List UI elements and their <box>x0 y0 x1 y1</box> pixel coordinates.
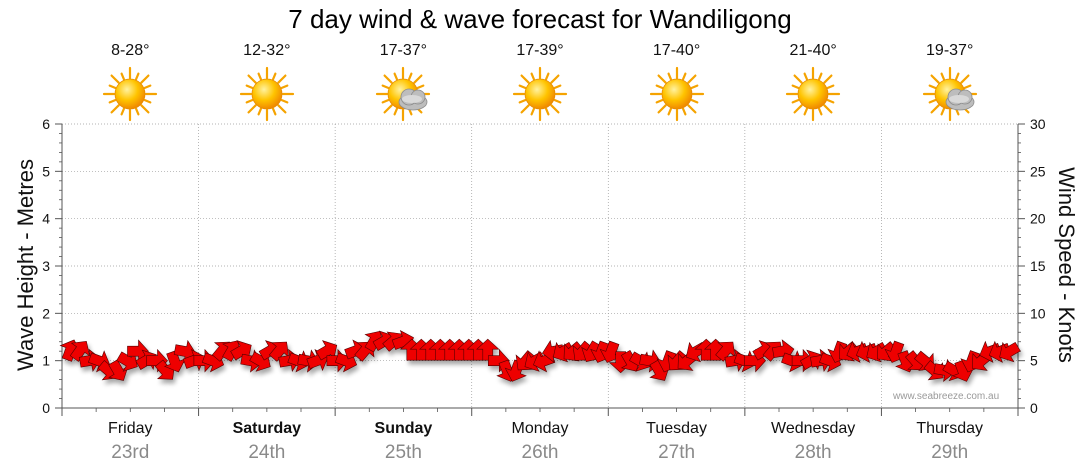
day-date-thursday: 29th <box>931 442 969 463</box>
day-forecast-sunday: 17-37° <box>343 42 463 122</box>
temperature-range: 19-37° <box>926 42 974 59</box>
day-label-thursday: Thursday <box>916 420 984 437</box>
wind-arrow <box>108 359 129 381</box>
y-tick-label-right: 20 <box>1030 211 1046 227</box>
day-date-monday: 26th <box>521 442 559 463</box>
sun-icon <box>786 66 841 122</box>
temperature-range: 17-40° <box>652 42 701 59</box>
temperature-range: 17-39° <box>516 42 564 59</box>
wind-arrow <box>268 341 290 362</box>
day-date-saturday: 24th <box>248 442 286 463</box>
day-date-sunday: 25th <box>384 442 422 463</box>
y-tick-label-left: 1 <box>42 353 50 369</box>
temperature-range: 12-32° <box>243 42 291 59</box>
wind-arrow <box>315 340 338 361</box>
day-date-wednesday: 28th <box>794 442 832 463</box>
sun-icon <box>239 66 294 122</box>
y-tick-label-right: 0 <box>1030 400 1038 416</box>
day-label-monday: Monday <box>511 420 569 437</box>
day-forecast-friday: 8-28° <box>70 42 190 122</box>
y-tick-label-left: 5 <box>42 163 50 179</box>
sun-cloud-icon <box>922 66 977 122</box>
temperature-range: 8-28° <box>111 42 150 59</box>
sun-icon <box>103 66 158 122</box>
day-forecast-saturday: 12-32° <box>207 42 327 122</box>
temperature-range: 17-37° <box>379 42 428 59</box>
temperature-range: 21-40° <box>789 42 837 59</box>
day-forecast-monday: 17-39° <box>480 42 600 122</box>
day-date-friday: 23rd <box>111 442 150 463</box>
y-tick-label-left: 0 <box>42 400 50 416</box>
watermark: www.seabreeze.com.au <box>893 391 1000 402</box>
day-forecast-thursday: 19-37° <box>890 42 1010 122</box>
y-tick-label-right: 15 <box>1030 258 1046 274</box>
chart-title: 7 day wind & wave forecast for Wandiligo… <box>288 4 792 34</box>
y-tick-label-left: 2 <box>42 305 50 321</box>
wind-arrow <box>715 341 736 362</box>
day-label-saturday: Saturday <box>232 420 302 437</box>
day-label-wednesday: Wednesday <box>771 420 856 437</box>
y-tick-label-right: 30 <box>1030 116 1046 132</box>
y-tick-label-left: 3 <box>42 258 50 274</box>
wind-arrow <box>116 351 138 372</box>
day-label-sunday: Sunday <box>374 420 433 437</box>
y-tick-label-right: 5 <box>1030 353 1038 369</box>
day-date-tuesday: 27th <box>658 442 696 463</box>
y-tick-label-right: 25 <box>1030 163 1046 179</box>
wind-arrows <box>59 330 1021 382</box>
day-label-tuesday: Tuesday <box>646 420 707 437</box>
sun-icon <box>512 66 568 122</box>
sun-icon <box>649 66 704 122</box>
wind-arrow <box>163 350 187 373</box>
y-tick-label-left: 6 <box>42 116 50 132</box>
day-forecast-wednesday: 21-40° <box>753 42 873 122</box>
y-tick-label-right: 10 <box>1030 305 1046 321</box>
day-forecast-tuesday: 17-40° <box>617 42 737 122</box>
y-tick-label-left: 4 <box>42 211 50 227</box>
wind-arrow <box>999 341 1021 363</box>
sun-cloud-icon <box>376 66 431 122</box>
day-label-friday: Friday <box>108 420 153 437</box>
